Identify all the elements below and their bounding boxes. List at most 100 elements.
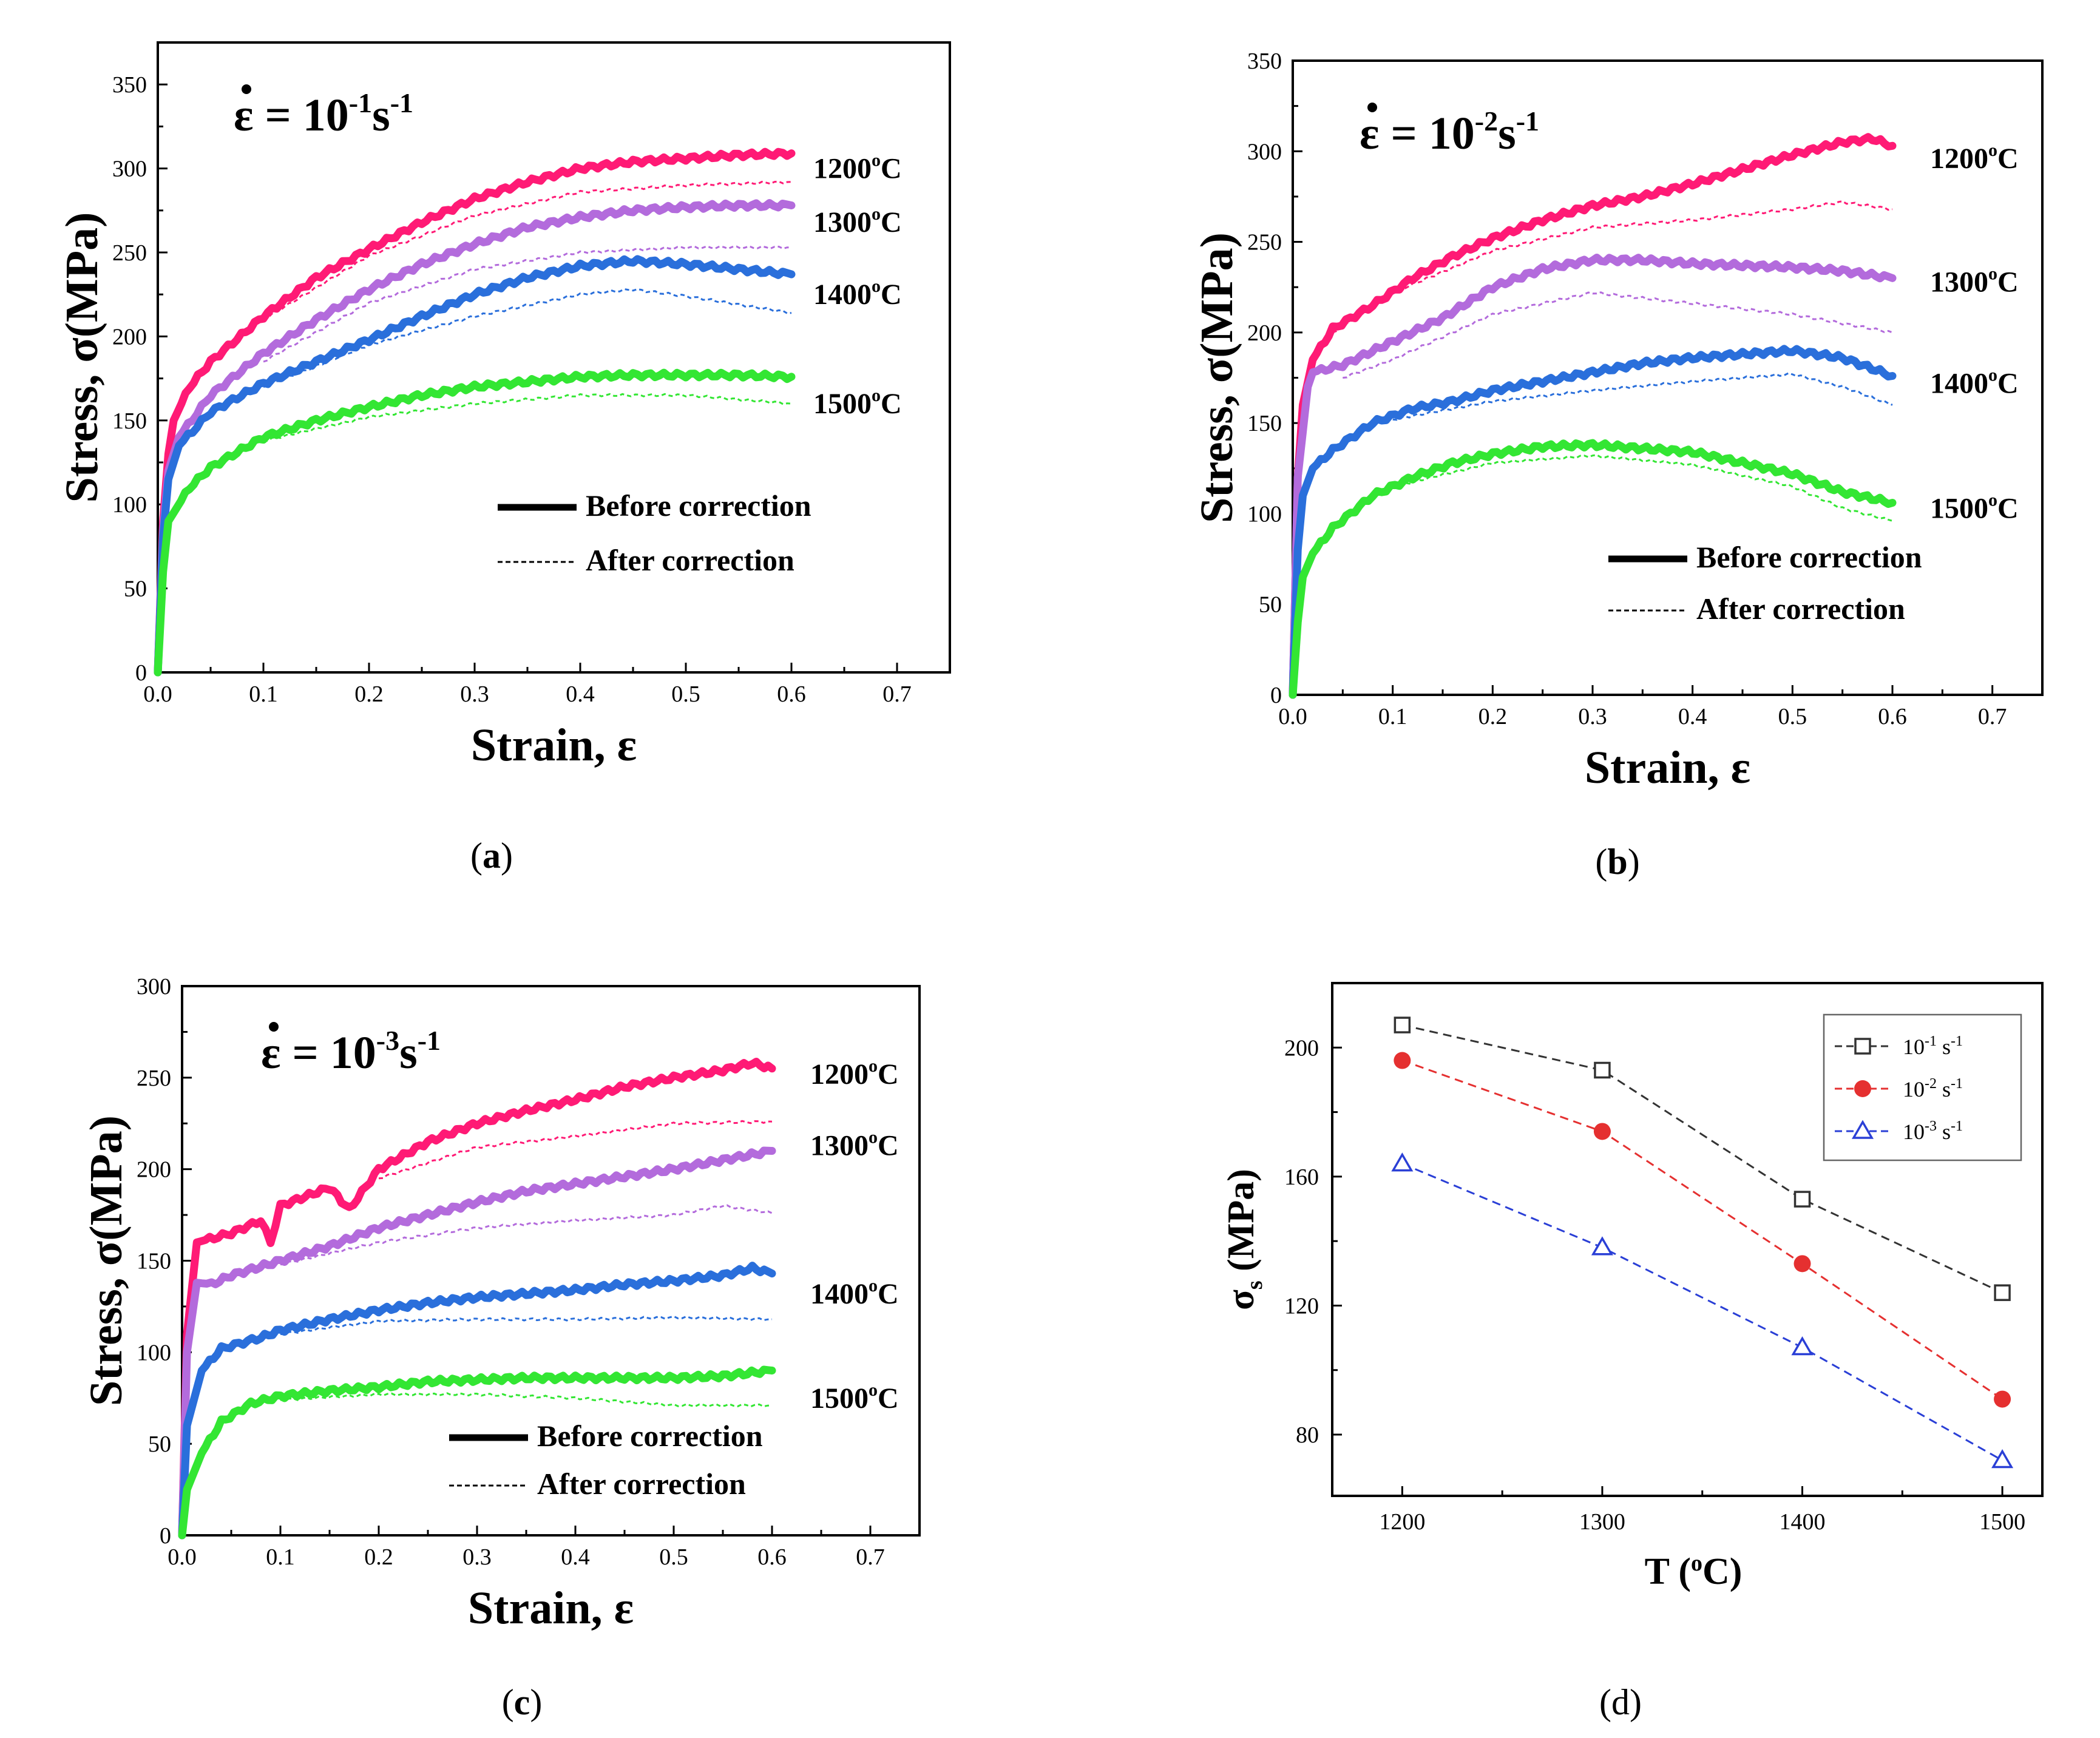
- y-tick-label: 350: [112, 72, 147, 98]
- x-tick-label: 0.6: [777, 681, 806, 707]
- y-tick-label: 100: [137, 1340, 171, 1365]
- series-after-1300: [1343, 291, 1893, 379]
- temp-label-1300: 1300oC: [1930, 263, 2019, 298]
- series-before-1400: [178, 1262, 776, 1540]
- series-before-1500: [154, 368, 796, 677]
- x-tick-label: 1200: [1379, 1509, 1425, 1535]
- x-tick-label: 0.1: [1378, 704, 1407, 729]
- series-before-1200: [154, 147, 796, 677]
- data-point: [1991, 1449, 2014, 1469]
- y-axis-title: Stress, σ(MPa): [56, 212, 107, 503]
- temp-label-1400: 1400oC: [810, 1276, 899, 1310]
- data-point: [1793, 1191, 1811, 1208]
- panel-caption-d: (d): [1599, 1682, 1642, 1722]
- series-after-1200: [1332, 200, 1893, 334]
- data-point: [1594, 1061, 1611, 1079]
- y-tick-label: 0: [1270, 683, 1282, 708]
- x-tick-label: 0.3: [460, 681, 489, 707]
- x-tick-label: 0.4: [1678, 704, 1707, 729]
- temp-label-1200: 1200oC: [1930, 140, 2019, 175]
- x-tick-label: 0.2: [1478, 704, 1508, 729]
- data-point: [1994, 1284, 2011, 1301]
- data-point: [1591, 1236, 1613, 1256]
- legend-label-1: 10-2 s-1: [1903, 1076, 1963, 1101]
- temp-label-1500: 1500oC: [810, 1380, 899, 1415]
- x-axis-title: Strain, ε: [468, 1583, 634, 1634]
- series-line-1: [1401, 1060, 2003, 1400]
- series-before-1300: [154, 199, 796, 677]
- legend-after-label: After correction: [1696, 592, 1905, 626]
- data-point: [1994, 1390, 2011, 1408]
- legend-before-label: Before correction: [537, 1419, 763, 1453]
- series-before-1300: [178, 1146, 776, 1540]
- strain-rate-label: ε = 10-2s-1: [1360, 106, 1539, 159]
- series-after-1500: [280, 1392, 773, 1408]
- series-after-1400: [1392, 372, 1893, 421]
- y-tick-label: 250: [1247, 230, 1282, 255]
- panel-c: 0.0 0.1 0.2 0.3 0.4 0.5 0.6 0.7 0 50 100 150 200 250 3…: [81, 974, 921, 1722]
- y-tick-label: 250: [137, 1066, 171, 1091]
- series-after-1300: [263, 245, 791, 363]
- series-before-1500: [1289, 439, 1897, 699]
- x-tick-label: 0.5: [671, 681, 700, 707]
- panel-caption-c: (c): [502, 1682, 543, 1722]
- legend-after-label: After correction: [537, 1467, 746, 1501]
- y-tick-label: 200: [137, 1157, 171, 1183]
- x-tick-label: 0.5: [1778, 704, 1807, 729]
- y-tick-label: 200: [112, 324, 147, 350]
- series-after-1200: [378, 1120, 773, 1180]
- legend-marker: [1854, 1080, 1871, 1097]
- temp-label-1500: 1500oC: [1930, 490, 2019, 524]
- rate-dot-icon: [269, 1022, 279, 1032]
- y-tick-label: 80: [1296, 1422, 1319, 1448]
- y-tick-label: 200: [1247, 320, 1282, 346]
- series-after-1500: [1392, 454, 1893, 522]
- strain-rate-label: ε = 10-1s-1: [234, 87, 413, 141]
- x-tick-label: 0.7: [1978, 704, 2007, 729]
- series-after-1400: [263, 288, 792, 388]
- y-tick-label: 150: [137, 1249, 171, 1274]
- x-tick-label: 0.5: [659, 1544, 688, 1570]
- y-tick-label: 150: [1247, 411, 1282, 436]
- panel-caption-a: (a): [470, 836, 513, 876]
- y-tick-label: 0: [160, 1523, 171, 1549]
- x-tick-label: 0.1: [266, 1544, 295, 1570]
- temp-label-1200: 1200oC: [810, 1056, 899, 1090]
- data-point: [1793, 1255, 1811, 1273]
- legend-marker: [1851, 1120, 1874, 1139]
- y-tick-label: 250: [112, 240, 147, 266]
- plot-frame: [157, 41, 951, 674]
- x-tick-label: 0.3: [1578, 704, 1607, 729]
- series-before-1300: [1289, 254, 1897, 699]
- y-axis-title: σs (MPa): [1221, 1169, 1267, 1310]
- x-tick-label: 0.6: [1878, 704, 1907, 729]
- y-tick-label: 0: [135, 660, 147, 686]
- data-point: [1391, 1152, 1414, 1172]
- series-after-1500: [263, 393, 792, 442]
- x-tick-label: 0.6: [757, 1544, 787, 1570]
- rate-dot-icon: [1367, 103, 1377, 112]
- x-tick-label: 0.0: [1278, 704, 1307, 729]
- y-tick-label: 150: [112, 408, 147, 434]
- legend-before-label: Before correction: [1696, 540, 1922, 574]
- x-tick-label: 0.1: [249, 681, 278, 707]
- legend-label-2: 10-3 s-1: [1903, 1118, 1963, 1144]
- y-tick-label: 300: [137, 974, 171, 999]
- series-before-1200: [1289, 133, 1897, 699]
- data-point: [1593, 1123, 1611, 1140]
- y-tick-label: 50: [124, 577, 147, 602]
- x-tick-label: 1300: [1579, 1509, 1625, 1535]
- panel-d: 1200 1300 1400 1500 80 120 160 200 T (oC) σs (MPa…: [1221, 982, 2044, 1722]
- series-before-1500: [178, 1365, 776, 1540]
- y-tick-label: 160: [1284, 1165, 1319, 1190]
- x-axis-title: T (oC): [1645, 1550, 1743, 1592]
- series-after-1300: [280, 1204, 773, 1266]
- series-after-1200: [263, 180, 792, 321]
- data-point: [1394, 1016, 1411, 1033]
- data-point: [1791, 1336, 1814, 1356]
- y-tick-label: 300: [1247, 139, 1282, 164]
- temp-label-1400: 1400oC: [813, 276, 902, 311]
- x-axis-title: Strain, ε: [1585, 742, 1750, 793]
- series-before-1400: [1289, 345, 1897, 699]
- y-axis-title: Stress, σ(MPa): [1191, 232, 1242, 523]
